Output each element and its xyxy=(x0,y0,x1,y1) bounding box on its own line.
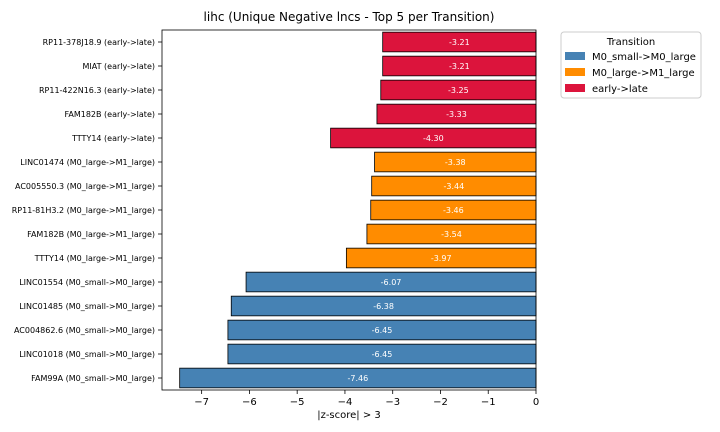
y-tick-label: TTTY14 (M0_large->M1_large) xyxy=(34,254,155,263)
bar-value-label: -6.45 xyxy=(372,326,393,335)
bar-value-label: -3.46 xyxy=(443,206,464,215)
x-tick-label: −2 xyxy=(433,397,448,408)
x-tick-label: −7 xyxy=(194,397,209,408)
legend-label: M0_small->M0_large xyxy=(592,52,696,63)
x-tick-label: 0 xyxy=(533,397,539,408)
x-axis-label: |z-score| > 3 xyxy=(317,410,381,421)
bar-value-label: -3.38 xyxy=(445,158,466,167)
bar-value-label: -6.45 xyxy=(372,350,393,359)
y-tick-label: LINC01474 (M0_large->M1_large) xyxy=(20,158,155,167)
x-tick-label: −5 xyxy=(290,397,305,408)
bar-value-label: -3.33 xyxy=(446,110,467,119)
y-tick-label: FAM182B (M0_large->M1_large) xyxy=(27,230,155,239)
legend-swatch xyxy=(565,84,585,92)
x-axis: −7 −6 −5 −4 −3 −2 −1 0 xyxy=(194,390,539,408)
x-tick-label: −3 xyxy=(385,397,400,408)
y-tick-label: TTTY14 (early->late) xyxy=(71,134,155,143)
legend-swatch xyxy=(565,52,585,60)
plot-area: -3.21 -3.21 -3.25 -3.33 -4.30 -3.38 -3.44 -3.46… xyxy=(161,29,537,391)
x-tick-label: −4 xyxy=(338,397,353,408)
y-tick-label: LINC01018 (M0_small->M0_large) xyxy=(19,350,155,359)
y-tick-label: RP11-422N16.3 (early->late) xyxy=(39,86,155,95)
bar-value-label: -6.38 xyxy=(373,302,394,311)
bar-value-label: -3.44 xyxy=(443,182,464,191)
legend: Transition M0_small->M0_large M0_large->M… xyxy=(560,31,702,99)
y-tick-label: RP11-81H3.2 (M0_large->M1_large) xyxy=(12,206,155,215)
x-tick-label: −6 xyxy=(242,397,257,408)
bar-value-label: -6.07 xyxy=(381,278,402,287)
bar-value-label: -3.21 xyxy=(449,38,470,47)
bar-value-label: -3.54 xyxy=(441,230,462,239)
y-tick-label: MIAT (early->late) xyxy=(83,62,156,71)
legend-label: M0_large->M1_large xyxy=(592,68,695,79)
x-tick-label: −1 xyxy=(481,397,496,408)
y-tick-label: AC005550.3 (M0_large->M1_large) xyxy=(15,182,155,191)
y-tick-label: FAM99A (M0_small->M0_large) xyxy=(31,374,155,383)
y-tick-label: FAM182B (early->late) xyxy=(65,110,156,119)
bar-value-label: -3.25 xyxy=(448,86,469,95)
chart-title: lihc (Unique Negative lncs - Top 5 per T… xyxy=(204,10,495,24)
legend-swatch xyxy=(565,68,585,76)
y-tick-label: LINC01554 (M0_small->M0_large) xyxy=(19,278,155,287)
bar-value-label: -3.97 xyxy=(431,254,452,263)
bar-value-label: -4.30 xyxy=(423,134,444,143)
legend-frame xyxy=(560,31,702,99)
bar-value-label: -3.21 xyxy=(449,62,470,71)
y-tick-label: RP11-378J18.9 (early->late) xyxy=(43,38,155,47)
y-tick-label: AC004862.6 (M0_small->M0_large) xyxy=(14,326,155,335)
y-axis: RP11-378J18.9 (early->late) MIAT (early->… xyxy=(12,38,162,383)
legend-title: Transition xyxy=(606,37,655,48)
legend-label: early->late xyxy=(592,84,648,95)
y-tick-label: LINC01485 (M0_small->M0_large) xyxy=(19,302,155,311)
bar-value-label: -7.46 xyxy=(347,374,368,383)
